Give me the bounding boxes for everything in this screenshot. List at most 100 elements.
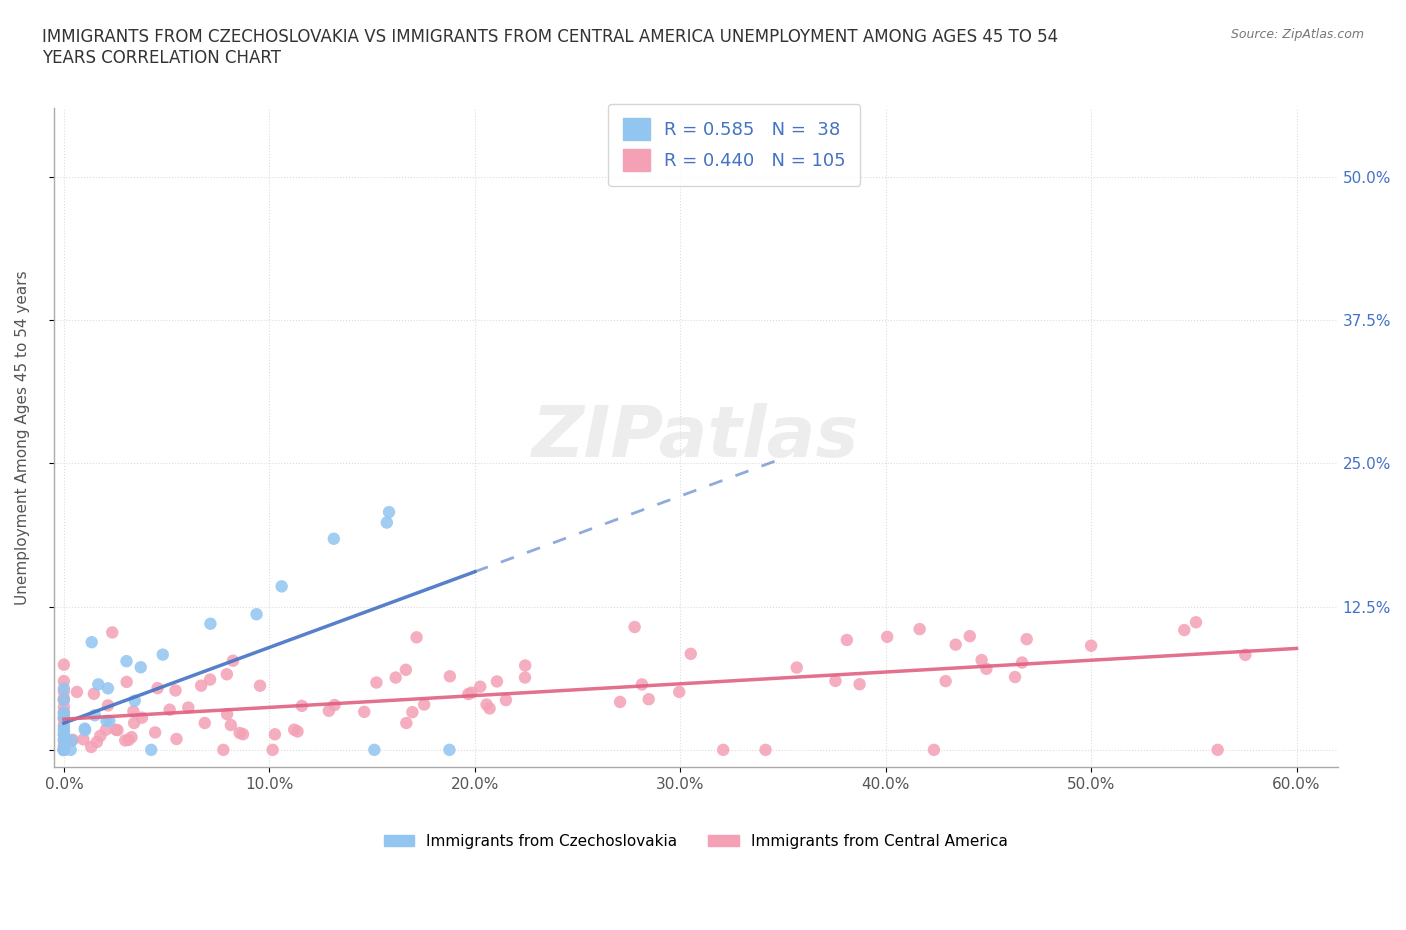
Immigrants from Central America [52,673,75,688]
Immigrants from Central America [287,724,309,739]
Immigrants from Czechoslovakia [60,733,83,748]
Immigrants from Czechoslovakia [73,721,96,736]
Immigrants from Central America [515,658,537,673]
Immigrants from Czechoslovakia [52,727,75,742]
Immigrants from Central America [52,691,75,706]
Immigrants from Central America [72,732,94,747]
Immigrants from Central America [457,686,479,701]
Immigrants from Czechoslovakia [98,713,121,728]
Immigrants from Czechoslovakia [322,531,344,546]
Immigrants from Central America [1015,631,1038,646]
Immigrants from Central America [754,742,776,757]
Immigrants from Central America [1206,742,1229,757]
Immigrants from Central America [405,630,427,644]
Immigrants from Czechoslovakia [52,723,75,737]
Immigrants from Czechoslovakia [52,742,75,757]
Immigrants from Central America [52,738,75,753]
Immigrants from Czechoslovakia [378,505,401,520]
Immigrants from Central America [668,684,690,699]
Immigrants from Central America [976,661,998,676]
Immigrants from Central America [679,646,702,661]
Y-axis label: Unemployment Among Ages 45 to 54 years: Unemployment Among Ages 45 to 54 years [15,271,30,604]
Immigrants from Central America [52,705,75,720]
Immigrants from Czechoslovakia [439,742,461,757]
Immigrants from Central America [711,742,734,757]
Text: IMMIGRANTS FROM CZECHOSLOVAKIA VS IMMIGRANTS FROM CENTRAL AMERICA UNEMPLOYMENT A: IMMIGRANTS FROM CZECHOSLOVAKIA VS IMMIGR… [42,28,1059,67]
Immigrants from Central America [118,733,141,748]
Immigrants from Central America [228,725,250,740]
Immigrants from Central America [786,660,808,675]
Immigrants from Central America [323,698,346,712]
Immigrants from Central America [470,679,492,694]
Immigrants from Central America [177,700,200,715]
Immigrants from Central America [104,723,127,737]
Immigrants from Czechoslovakia [52,742,75,757]
Immigrants from Central America [52,711,75,726]
Immigrants from Central America [222,653,245,668]
Immigrants from Czechoslovakia [87,677,110,692]
Immigrants from Central America [935,673,957,688]
Immigrants from Central America [395,662,418,677]
Immigrants from Central America [395,715,418,730]
Immigrants from Central America [97,698,120,713]
Immigrants from Czechoslovakia [52,721,75,736]
Immigrants from Czechoslovakia [270,579,292,594]
Immigrants from Central America [318,703,340,718]
Immigrants from Czechoslovakia [375,515,398,530]
Immigrants from Czechoslovakia [200,617,222,631]
Immigrants from Czechoslovakia [75,723,97,737]
Immigrants from Central America [107,723,129,737]
Immigrants from Central America [959,629,981,644]
Immigrants from Central America [848,677,870,692]
Immigrants from Central America [1234,647,1257,662]
Immigrants from Central America [52,693,75,708]
Immigrants from Central America [194,715,217,730]
Immigrants from Central America [460,685,482,700]
Immigrants from Central America [146,681,169,696]
Immigrants from Central America [439,669,461,684]
Immigrants from Central America [101,625,124,640]
Immigrants from Central America [485,674,508,689]
Immigrants from Central America [55,732,77,747]
Immigrants from Central America [401,705,423,720]
Immigrants from Central America [1185,615,1208,630]
Immigrants from Central America [215,707,238,722]
Immigrants from Central America [366,675,388,690]
Immigrants from Central America [212,742,235,757]
Immigrants from Czechoslovakia [96,713,118,728]
Immigrants from Central America [353,704,375,719]
Immigrants from Central America [835,632,858,647]
Immigrants from Central America [115,674,138,689]
Immigrants from Central America [166,732,188,747]
Immigrants from Central America [52,699,75,714]
Text: ZIPatlas: ZIPatlas [531,403,859,472]
Immigrants from Central America [1080,638,1102,653]
Immigrants from Czechoslovakia [83,708,105,723]
Immigrants from Central America [219,718,242,733]
Immigrants from Central America [623,619,645,634]
Immigrants from Central America [122,715,145,730]
Immigrants from Central America [478,701,501,716]
Immigrants from Czechoslovakia [53,729,76,744]
Immigrants from Central America [249,678,271,693]
Immigrants from Czechoslovakia [80,635,103,650]
Immigrants from Central America [52,711,75,725]
Immigrants from Central America [413,698,436,712]
Immigrants from Central America [62,733,84,748]
Immigrants from Czechoslovakia [52,681,75,696]
Immigrants from Czechoslovakia [52,742,75,757]
Immigrants from Central America [970,653,993,668]
Immigrants from Central America [52,741,75,756]
Immigrants from Czechoslovakia [52,733,75,748]
Immigrants from Central America [52,684,75,699]
Immigrants from Central America [121,730,143,745]
Immigrants from Central America [52,742,75,757]
Immigrants from Central America [94,723,117,737]
Immigrants from Czechoslovakia [59,742,82,757]
Immigrants from Czechoslovakia [124,693,146,708]
Immigrants from Central America [908,621,931,636]
Immigrants from Central America [945,637,967,652]
Immigrants from Central America [52,727,75,742]
Immigrants from Central America [165,683,187,698]
Immigrants from Central America [262,742,284,757]
